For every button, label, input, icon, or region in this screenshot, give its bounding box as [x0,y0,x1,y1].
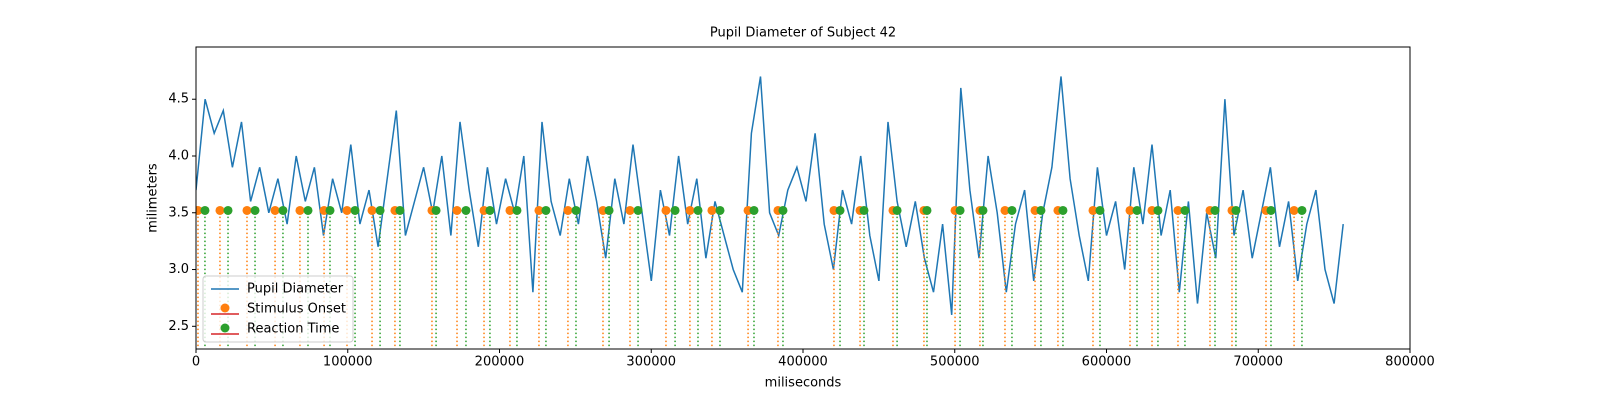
stem-marker [250,205,260,215]
y-tick-label: 2.5 [168,319,189,334]
stem-marker [778,205,788,215]
stem-marker [461,205,471,215]
stem-marker [242,205,252,215]
stem-marker [1266,205,1276,215]
y-axis-label: milimeters [146,163,161,233]
stem-marker [1297,205,1307,215]
stem-marker [1058,205,1068,215]
stem-marker [1007,205,1017,215]
stem-marker [707,205,717,215]
stem-marker [1153,205,1163,215]
x-tick-label: 800000 [1385,355,1435,370]
legend-box [202,275,354,343]
stem-marker [395,205,405,215]
legend-label: Stimulus Onset [247,302,346,317]
stem-marker [367,205,377,215]
stem-marker [1289,205,1299,215]
stem-marker [835,205,845,215]
stem-marker [633,205,643,215]
x-axis-label: miliseconds [765,376,842,391]
stem-marker [625,205,635,215]
x-tick-label: 0 [192,355,200,370]
stem-marker [350,205,360,215]
stem-marker [303,205,313,215]
stem-marker [715,205,725,215]
stem-marker [859,205,869,215]
stem-marker [485,205,495,215]
y-tick-label: 3.0 [168,262,189,277]
legend-label: Reaction Time [247,322,339,337]
chart-title: Pupil Diameter of Subject 42 [710,26,896,41]
stem-marker [1095,205,1105,215]
stem-marker [661,205,671,215]
y-tick-label: 3.5 [168,205,189,220]
stem-marker [325,205,335,215]
stem-marker [223,205,233,215]
stem-marker [512,205,522,215]
stem-marker [1180,205,1190,215]
legend-swatch [220,323,230,333]
x-tick-label: 300000 [626,355,676,370]
x-tick-label: 500000 [930,355,980,370]
stem-marker [215,205,225,215]
stem-marker [1231,205,1241,215]
data-line [196,76,1344,315]
stem-marker [196,205,203,215]
stem-marker [375,205,385,215]
stem-marker [1088,205,1098,215]
x-tick-label: 400000 [778,355,828,370]
x-tick-label: 600000 [1082,355,1132,370]
stem-marker [505,205,515,215]
stem-marker [749,205,759,215]
stem-marker [693,205,703,215]
stem-marker [431,205,441,215]
x-tick-label: 700000 [1233,355,1283,370]
stem-marker [295,205,305,215]
stem-marker [604,205,614,215]
stem-marker [1132,205,1142,215]
stem-marker [1125,205,1135,215]
y-tick-label: 4.0 [168,148,189,163]
stem-marker [1036,205,1046,215]
x-tick-label: 200000 [475,355,525,370]
stem-marker [541,205,551,215]
stem-marker [278,205,288,215]
x-tick-label: 100000 [323,355,373,370]
legend: Pupil Diameter Stimulus Onset Reaction Tim… [202,275,354,343]
stem-marker [342,205,352,215]
stem-marker [200,205,210,215]
stem-marker [922,205,932,215]
legend-swatch [220,303,230,313]
stem-marker [571,205,581,215]
stem-marker [1173,205,1183,215]
stem-marker [892,205,902,215]
stem-marker [978,205,988,215]
stem-marker [563,205,573,215]
y-tick-label: 4.5 [168,92,189,107]
stem-marker [1000,205,1010,215]
stem-marker [1210,205,1220,215]
stem-marker [534,205,544,215]
stem-marker [452,205,462,215]
stem-marker [955,205,965,215]
stem-marker [670,205,680,215]
stem-marker [685,205,695,215]
stem-marker [270,205,280,215]
legend-label: Pupil Diameter [247,282,344,297]
